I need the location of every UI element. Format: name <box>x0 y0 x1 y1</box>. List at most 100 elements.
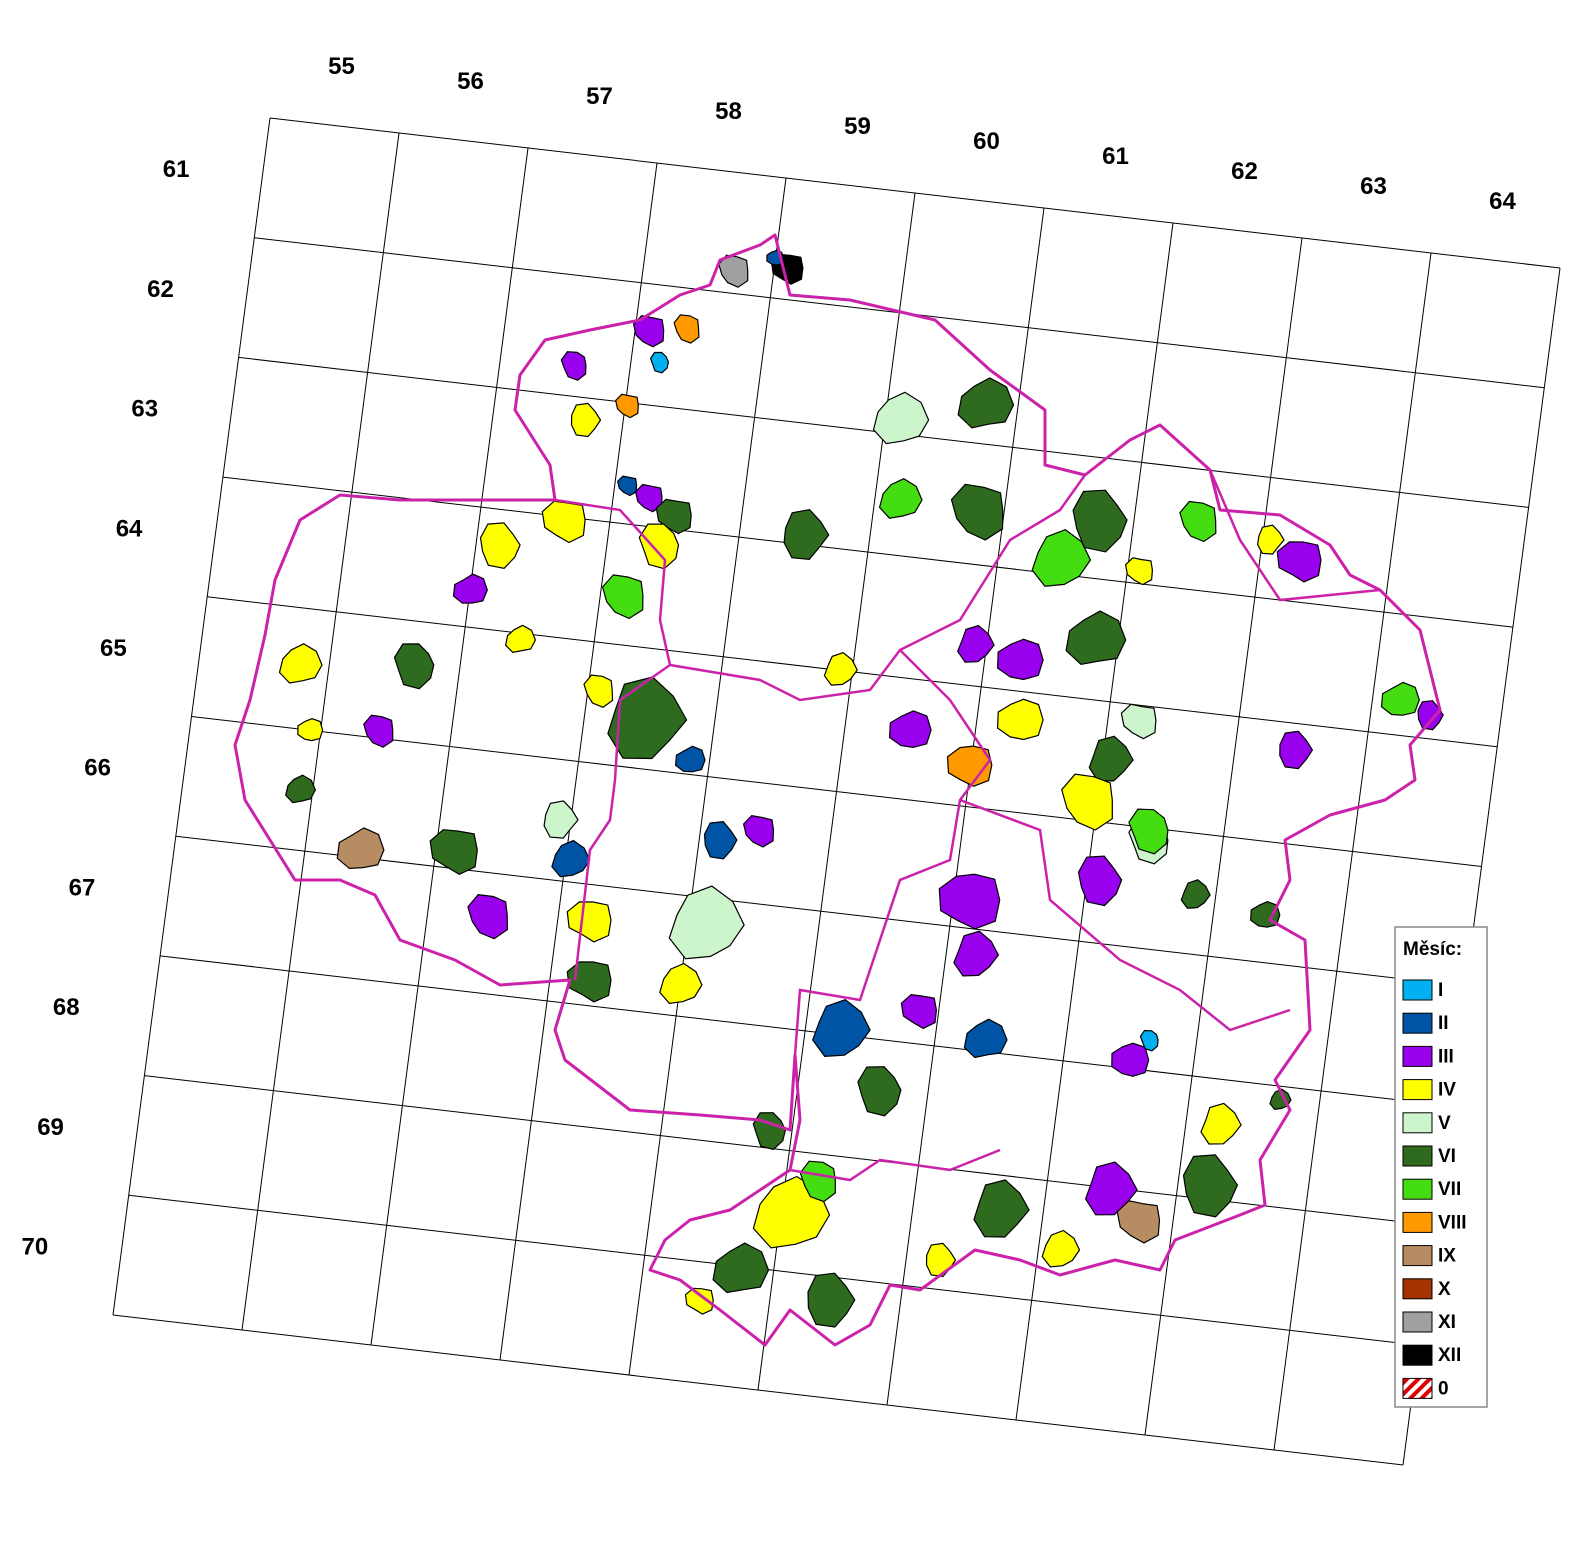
legend-swatch <box>1402 1079 1433 1101</box>
district-patch <box>541 500 586 544</box>
district-patch <box>336 827 385 870</box>
legend-label: II <box>1438 1013 1449 1034</box>
district-patch <box>278 643 323 684</box>
legend-swatch <box>1402 1145 1433 1167</box>
column-label: 56 <box>457 68 484 95</box>
district-patch <box>393 643 435 690</box>
district-patch <box>543 800 579 839</box>
district-patch <box>996 698 1044 741</box>
district-patch <box>1111 1042 1150 1077</box>
row-label: 63 <box>131 396 158 423</box>
grid <box>112 117 1561 1466</box>
district-patch <box>1124 557 1154 586</box>
legend-swatch <box>1402 1211 1433 1233</box>
district-patch <box>872 391 930 445</box>
grid-line <box>112 1314 1404 1466</box>
district-patch <box>973 1179 1030 1238</box>
legend-label: X <box>1438 1279 1451 1300</box>
row-label: 62 <box>147 276 174 303</box>
district-patch <box>479 522 521 569</box>
district-patch <box>1077 855 1123 907</box>
grid-line <box>222 476 1513 628</box>
district-patch <box>363 714 394 748</box>
legend-label: XII <box>1438 1345 1461 1366</box>
district-patch <box>742 814 775 848</box>
district-patch <box>1041 1229 1081 1268</box>
district-patch <box>953 930 1000 977</box>
district-patch <box>718 254 749 288</box>
district-patch <box>632 315 665 348</box>
district-patch <box>1180 879 1211 909</box>
district-patch <box>452 573 488 604</box>
district-patch <box>617 475 638 497</box>
district-patch <box>674 745 706 773</box>
district-patch <box>429 829 478 875</box>
district-patch <box>615 393 639 419</box>
district-patch <box>607 676 688 760</box>
region-outline <box>233 233 1442 1347</box>
district-patch <box>1116 1200 1161 1244</box>
legend-label: III <box>1438 1046 1454 1067</box>
district-patch <box>659 962 703 1005</box>
district-patch <box>1279 730 1314 770</box>
district-patch <box>551 839 591 878</box>
column-label: 64 <box>1489 188 1516 215</box>
district-patch <box>783 509 830 561</box>
legend-swatch <box>1402 1278 1433 1300</box>
district-patch <box>1417 700 1444 731</box>
row-label: 68 <box>53 994 80 1021</box>
district-patch <box>684 1287 714 1315</box>
district-patch <box>878 478 923 519</box>
legend-swatch <box>1402 1245 1433 1267</box>
legend-label: VIII <box>1438 1212 1467 1233</box>
district-patch <box>566 901 612 943</box>
district-patch <box>1276 541 1322 583</box>
district-patch <box>957 624 995 663</box>
district-patch <box>950 483 1004 541</box>
district-patch <box>601 574 644 620</box>
district-patch <box>752 1112 787 1151</box>
district-patch <box>673 314 700 344</box>
district-patch <box>963 1018 1008 1059</box>
district-patch <box>297 718 324 742</box>
district-patch <box>638 523 680 570</box>
district-patch <box>888 710 932 749</box>
district-patch <box>807 1272 856 1328</box>
legend-swatch <box>1402 1377 1433 1399</box>
row-label: 70 <box>21 1233 48 1260</box>
district-patch <box>925 1242 957 1278</box>
column-label: 59 <box>844 113 871 140</box>
legend-swatch <box>1402 1112 1433 1134</box>
district-patch <box>957 377 1015 429</box>
district-patch <box>823 652 858 686</box>
district-patch <box>285 774 317 804</box>
district-borders <box>554 469 1381 1182</box>
district-patch <box>857 1066 902 1117</box>
district-patch <box>583 674 614 708</box>
district-patch <box>1128 808 1169 855</box>
legend-label: VII <box>1438 1179 1461 1200</box>
grid-line <box>128 1194 1419 1346</box>
row-label: 66 <box>84 755 111 782</box>
districts <box>278 249 1444 1328</box>
district-patch <box>1200 1102 1242 1145</box>
column-label: 62 <box>1231 158 1258 185</box>
legend-swatch <box>1402 1344 1433 1366</box>
column-label: 60 <box>973 128 1000 155</box>
district-patch <box>1179 500 1217 543</box>
legend-label: XI <box>1438 1312 1456 1333</box>
legend-label: I <box>1438 980 1443 1001</box>
grid-line <box>269 117 1561 269</box>
district-patch <box>703 820 738 860</box>
row-label: 61 <box>163 156 190 183</box>
district-patch <box>570 402 602 438</box>
column-label: 61 <box>1102 143 1129 170</box>
district-patch <box>668 885 745 960</box>
district-patch <box>812 999 871 1058</box>
district-patch <box>467 893 509 940</box>
legend-label: 0 <box>1438 1378 1449 1399</box>
column-label: 57 <box>586 83 613 110</box>
column-label: 58 <box>715 98 742 125</box>
